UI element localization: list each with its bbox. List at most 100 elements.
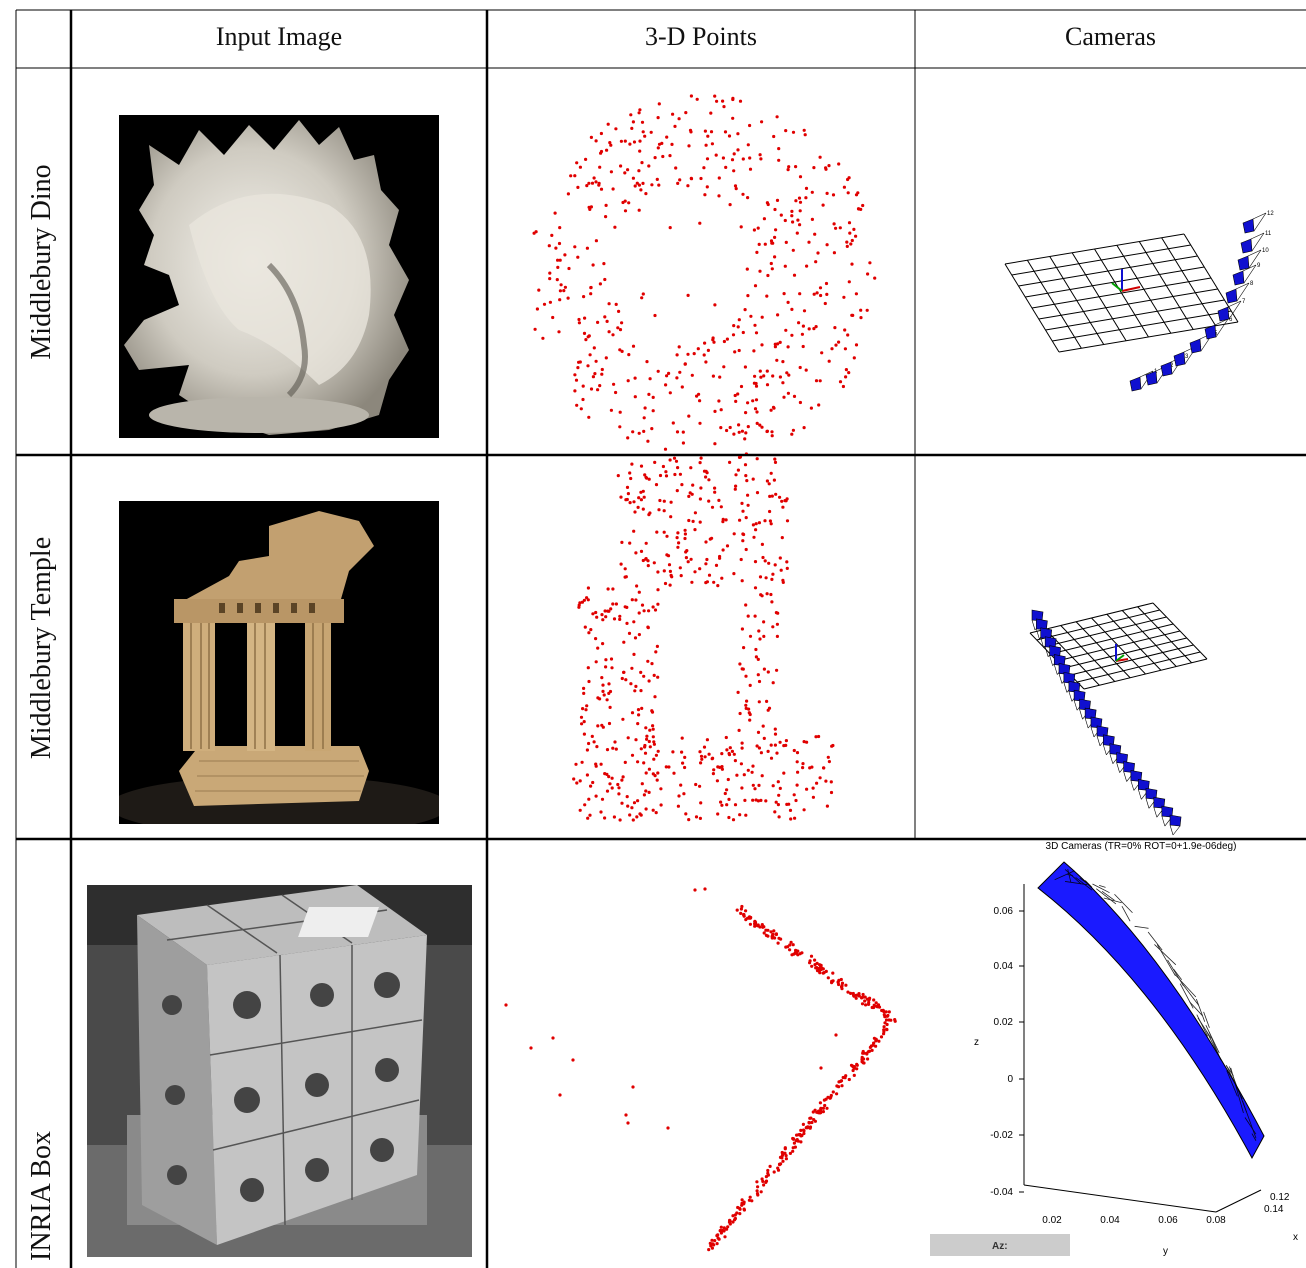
point — [781, 360, 785, 364]
point — [674, 166, 678, 170]
point — [646, 559, 650, 563]
point — [576, 185, 580, 189]
point — [790, 333, 794, 337]
point — [734, 473, 738, 477]
point — [638, 108, 642, 112]
point — [760, 425, 764, 429]
point — [585, 704, 589, 708]
point — [589, 285, 593, 290]
point — [656, 146, 660, 150]
point — [659, 803, 663, 807]
point — [736, 1205, 740, 1210]
point — [628, 541, 632, 545]
point — [632, 140, 637, 144]
point — [594, 239, 598, 243]
point — [690, 373, 694, 377]
point — [791, 1136, 795, 1141]
point — [728, 746, 732, 750]
point — [791, 428, 795, 432]
point — [707, 573, 712, 577]
point — [772, 1170, 776, 1174]
point — [620, 778, 624, 782]
point — [850, 262, 854, 266]
point — [783, 1151, 787, 1155]
point — [698, 750, 702, 754]
point — [573, 245, 577, 249]
point — [585, 596, 589, 600]
point — [684, 556, 688, 560]
point — [656, 771, 660, 775]
point — [758, 637, 762, 641]
point — [585, 748, 589, 752]
point — [654, 650, 658, 654]
point — [632, 529, 636, 533]
point — [636, 799, 640, 803]
point — [887, 1010, 891, 1014]
point — [575, 403, 579, 407]
point — [654, 753, 658, 757]
point — [801, 344, 805, 349]
point — [884, 1010, 888, 1014]
point — [766, 1168, 770, 1173]
point — [700, 757, 704, 761]
point — [603, 277, 607, 282]
point — [791, 1149, 795, 1153]
z-axis-label: z — [974, 1037, 979, 1048]
point — [626, 492, 630, 496]
point — [814, 260, 818, 264]
camera-label: 12 — [1267, 211, 1274, 217]
point — [773, 743, 777, 747]
point — [614, 127, 618, 131]
point — [773, 457, 777, 461]
point — [727, 815, 731, 820]
point — [651, 409, 655, 413]
point — [874, 1044, 878, 1048]
point — [728, 425, 732, 430]
point — [847, 280, 851, 284]
point — [614, 602, 618, 606]
point — [791, 220, 795, 224]
point — [713, 1239, 717, 1243]
point — [542, 302, 547, 306]
point — [633, 184, 637, 188]
point — [754, 798, 758, 802]
point — [683, 528, 687, 532]
y-axis-label: y — [1163, 1246, 1168, 1257]
point — [684, 550, 688, 554]
point — [805, 1125, 809, 1129]
point — [834, 343, 838, 347]
point — [790, 307, 794, 311]
point — [698, 784, 702, 788]
point — [606, 609, 610, 613]
point — [598, 282, 602, 286]
point — [744, 603, 748, 607]
point — [607, 775, 611, 779]
point — [756, 226, 760, 230]
point — [734, 187, 738, 191]
point — [582, 720, 586, 724]
point — [814, 325, 818, 329]
point — [738, 518, 742, 522]
point — [740, 1198, 744, 1202]
point — [594, 359, 598, 363]
point — [798, 292, 802, 296]
point — [616, 474, 620, 478]
point — [805, 264, 809, 268]
point — [665, 135, 669, 139]
point — [636, 722, 640, 726]
point — [746, 143, 750, 147]
point — [825, 804, 829, 808]
point — [610, 776, 614, 780]
point — [784, 1157, 788, 1161]
point — [664, 383, 668, 387]
point — [668, 569, 672, 573]
point — [599, 151, 603, 155]
point — [707, 752, 711, 756]
point — [590, 181, 595, 185]
point — [608, 141, 612, 145]
point — [691, 483, 695, 487]
point — [587, 205, 591, 209]
point — [751, 523, 755, 527]
point — [705, 557, 709, 562]
header-cameras: Cameras — [1065, 22, 1156, 51]
